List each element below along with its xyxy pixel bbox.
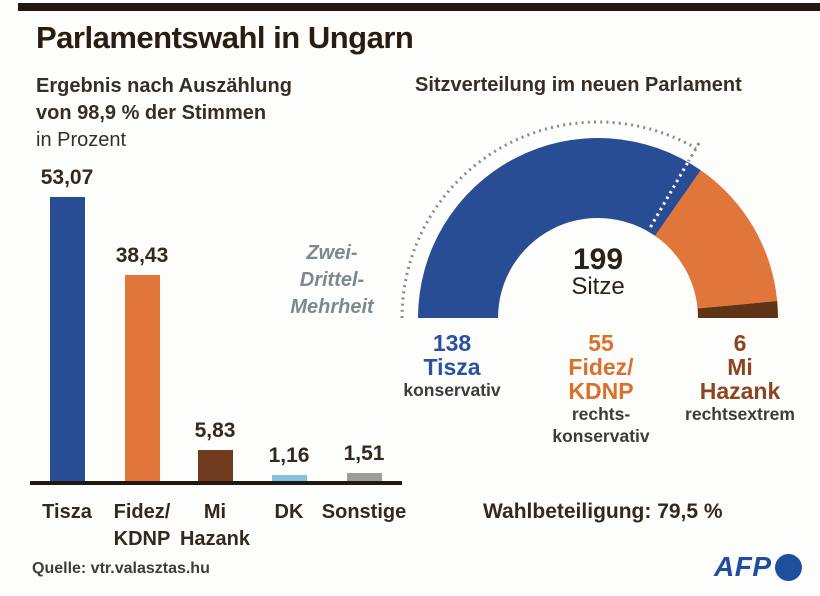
mi-hazank-name-line1: Mi bbox=[727, 354, 753, 380]
bar-dk bbox=[272, 475, 307, 481]
turnout-note: Wahlbeteiligung: 79,5 % bbox=[483, 500, 723, 523]
tisza-descriptor: konservativ bbox=[403, 380, 501, 400]
bar-value-label: 1,51 bbox=[343, 442, 385, 465]
bar-value-label: 38,43 bbox=[115, 244, 169, 267]
bar-value-label: 5,83 bbox=[194, 419, 236, 442]
afp-logo: AFP bbox=[714, 551, 802, 583]
bar-value-label: 1,16 bbox=[268, 444, 310, 467]
donut-segment-mi-hazank bbox=[697, 300, 778, 318]
total-seats-number: 199 bbox=[572, 243, 624, 276]
mi-hazank-descriptor: rechtsextrem bbox=[685, 404, 795, 424]
bar-category-label: Tisza bbox=[42, 501, 92, 523]
bar-category-label: Mi bbox=[203, 501, 227, 523]
donut-segment-tisza bbox=[418, 138, 701, 318]
mi-hazank-seats: 6 bbox=[733, 330, 747, 356]
bar-sonstige bbox=[347, 473, 382, 481]
donut-chart-title: Sitzverteilung im neuen Parlament bbox=[415, 74, 742, 96]
bar-chart-subtitle: Ergebnis nach Auszählung von 98,9 % der … bbox=[36, 73, 292, 154]
bar-chart-subtitle-line3: in Prozent bbox=[36, 129, 127, 151]
two-thirds-dotted-arc bbox=[400, 120, 697, 319]
tisza-name: Tisza bbox=[423, 354, 481, 380]
bar-category-label: Sonstige bbox=[321, 501, 407, 523]
annotation-line2: Drittel- bbox=[299, 269, 365, 291]
annotation-line3: Mehrheit bbox=[290, 296, 374, 318]
fidez-descriptor-line2: konservativ bbox=[552, 426, 650, 446]
bar-chart-subtitle-line2: von 98,9 % der Stimmen bbox=[36, 102, 267, 124]
bar-fidez-kdnp bbox=[125, 275, 160, 481]
seat-label-fidez-kdnp: 55 Fidez/ KDNP rechts- konservativ bbox=[526, 331, 676, 447]
seat-label-tisza: 138 Tisza konservativ bbox=[377, 331, 527, 401]
bar-value-label: 53,07 bbox=[40, 166, 94, 189]
seat-label-mi-hazank: 6 Mi Hazank rechtsextrem bbox=[665, 331, 815, 425]
two-thirds-majority-annotation: Zwei- Drittel- Mehrheit bbox=[272, 240, 392, 321]
fidez-name-line1: Fidez/ bbox=[568, 354, 634, 380]
fidez-seats: 55 bbox=[588, 330, 614, 356]
seat-distribution-half-donut bbox=[400, 120, 778, 319]
bar-chart-subtitle-line1: Ergebnis nach Auszählung bbox=[36, 75, 292, 97]
annotation-line1: Zwei- bbox=[306, 242, 358, 264]
afp-logo-circle-icon bbox=[774, 553, 802, 581]
bar-tisza bbox=[50, 197, 85, 481]
top-rule-bar bbox=[18, 3, 820, 11]
bar-category-label: DK bbox=[274, 501, 304, 523]
bar-mi-hazank bbox=[198, 450, 233, 481]
fidez-name-line2: KDNP bbox=[568, 378, 634, 404]
source-credit: Quelle: vtr.valasztas.hu bbox=[32, 560, 210, 577]
donut-segment-fidez-kdnp bbox=[655, 170, 778, 309]
afp-logo-text: AFP bbox=[714, 551, 772, 582]
donut-center-label: 199 Sitze bbox=[538, 243, 658, 300]
x-axis-line bbox=[30, 481, 402, 485]
page-title: Parlamentswahl in Ungarn bbox=[36, 20, 414, 55]
bar-category-label: Fidez/ bbox=[113, 501, 171, 523]
total-seats-unit: Sitze bbox=[571, 273, 625, 300]
mi-hazank-name-line2: Hazank bbox=[699, 378, 781, 404]
bar-category-label: Hazank bbox=[179, 528, 251, 550]
tisza-seats: 138 bbox=[432, 330, 472, 356]
bar-category-label: KDNP bbox=[113, 528, 171, 550]
fidez-descriptor-line1: rechts- bbox=[571, 404, 631, 424]
